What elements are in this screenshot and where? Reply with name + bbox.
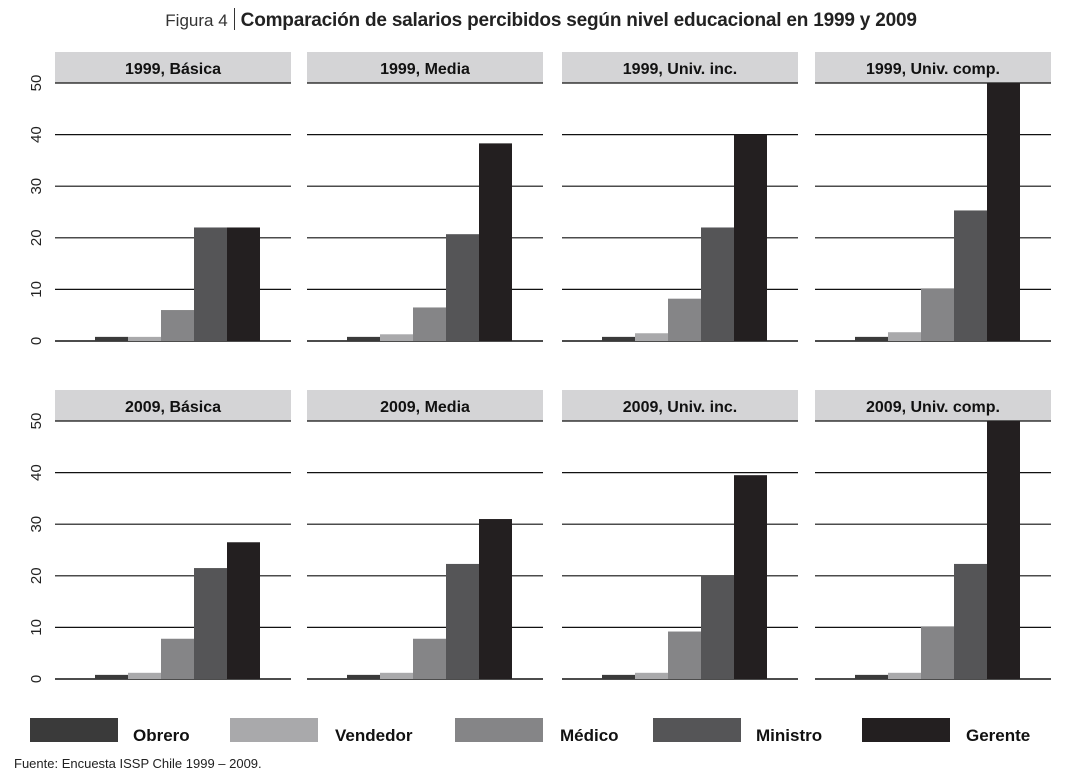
facet-strip xyxy=(815,52,1051,83)
y-tick-label: 0 xyxy=(28,675,45,683)
chart-title: Figura 4 Comparación de salarios percibid… xyxy=(0,8,1082,32)
legend-swatch xyxy=(30,718,118,742)
bar-gerente xyxy=(227,227,260,341)
bar-vendedor xyxy=(888,672,921,679)
facet-panel: 1999, Univ. comp. xyxy=(815,52,1051,342)
facet-panel: 2009, Univ. inc. xyxy=(562,390,798,680)
legend-label: Ministro xyxy=(756,726,822,745)
bar-ministro xyxy=(954,210,987,341)
bar-obrero xyxy=(95,336,128,341)
legend-swatch xyxy=(653,718,741,742)
bar-medico xyxy=(161,310,194,341)
facet-strip xyxy=(307,52,543,83)
facet-strip xyxy=(55,52,291,83)
bar-vendedor xyxy=(380,672,413,679)
facet-panel: 2009, Univ. comp. xyxy=(815,390,1051,680)
bar-ministro xyxy=(446,234,479,341)
legend-swatch xyxy=(230,718,318,742)
facet-strip xyxy=(815,390,1051,421)
bar-medico xyxy=(668,631,701,679)
chart-title-text: Comparación de salarios percibidos según… xyxy=(240,10,917,31)
facet-panel: 1999, Media xyxy=(307,52,543,342)
bar-medico xyxy=(413,307,446,341)
bar-ministro xyxy=(194,227,227,341)
bar-ministro xyxy=(954,563,987,679)
bar-ministro xyxy=(701,575,734,679)
bar-medico xyxy=(921,288,954,341)
figure-label: Figura 4 xyxy=(165,11,228,30)
bar-vendedor xyxy=(888,332,921,341)
y-tick-label: 40 xyxy=(28,126,45,143)
bar-gerente xyxy=(734,475,767,679)
bar-gerente xyxy=(987,421,1020,679)
bar-gerente xyxy=(479,519,512,679)
legend-swatch xyxy=(862,718,950,742)
bar-vendedor xyxy=(128,672,161,679)
y-tick-label: 30 xyxy=(28,516,45,533)
y-tick-label: 30 xyxy=(28,178,45,195)
legend-label: Gerente xyxy=(966,726,1030,745)
bar-obrero xyxy=(347,336,380,341)
bar-vendedor xyxy=(635,333,668,341)
legend-label: Obrero xyxy=(133,726,190,745)
bar-medico xyxy=(921,626,954,679)
facet-strip xyxy=(307,390,543,421)
bar-vendedor xyxy=(635,672,668,679)
facet-panel: 2009, Básica xyxy=(55,390,291,680)
bar-medico xyxy=(161,638,194,679)
bar-obrero xyxy=(602,674,635,679)
facet-panel: 1999, Básica xyxy=(55,52,291,342)
facet-panel: 1999, Univ. inc. xyxy=(562,52,798,342)
bar-vendedor xyxy=(380,334,413,341)
title-separator xyxy=(233,8,235,30)
bar-obrero xyxy=(602,336,635,341)
y-tick-label: 20 xyxy=(28,229,45,246)
facet-title: 1999, Univ. comp. xyxy=(866,61,1000,78)
bar-obrero xyxy=(95,674,128,679)
legend: Obrero Vendedor Médico Ministro Gerente xyxy=(30,718,1030,745)
facet-strip xyxy=(562,52,798,83)
y-tick-label: 50 xyxy=(28,413,45,430)
bar-ministro xyxy=(194,568,227,679)
y-tick-label: 40 xyxy=(28,464,45,481)
facet-panel: 2009, Media xyxy=(307,390,543,680)
y-tick-label: 20 xyxy=(28,567,45,584)
facet-title: 1999, Básica xyxy=(125,61,221,78)
bar-gerente xyxy=(479,143,512,341)
legend-label: Vendedor xyxy=(335,726,413,745)
facet-title: 1999, Media xyxy=(380,61,470,78)
facet-title: 2009, Media xyxy=(380,399,470,416)
bar-gerente xyxy=(227,542,260,679)
facet-title: 1999, Univ. inc. xyxy=(623,61,737,78)
bar-vendedor xyxy=(128,336,161,341)
bar-obrero xyxy=(855,336,888,341)
legend-swatch xyxy=(455,718,543,742)
facet-title: 2009, Básica xyxy=(125,399,221,416)
bar-gerente xyxy=(734,134,767,341)
bar-ministro xyxy=(701,227,734,341)
facet-strip xyxy=(55,390,291,421)
facet-title: 2009, Univ. inc. xyxy=(623,399,737,416)
bar-gerente xyxy=(987,83,1020,341)
bar-obrero xyxy=(855,674,888,679)
y-tick-label: 10 xyxy=(28,281,45,298)
legend-label: Médico xyxy=(560,726,619,745)
bar-medico xyxy=(668,298,701,341)
facet-strip xyxy=(562,390,798,421)
y-tick-label: 10 xyxy=(28,619,45,636)
source-note: Fuente: Encuesta ISSP Chile 1999 – 2009. xyxy=(14,756,262,771)
bar-ministro xyxy=(446,563,479,679)
bar-obrero xyxy=(347,674,380,679)
y-tick-label: 50 xyxy=(28,75,45,92)
bar-medico xyxy=(413,638,446,679)
facet-title: 2009, Univ. comp. xyxy=(866,399,1000,416)
y-tick-label: 0 xyxy=(28,337,45,345)
